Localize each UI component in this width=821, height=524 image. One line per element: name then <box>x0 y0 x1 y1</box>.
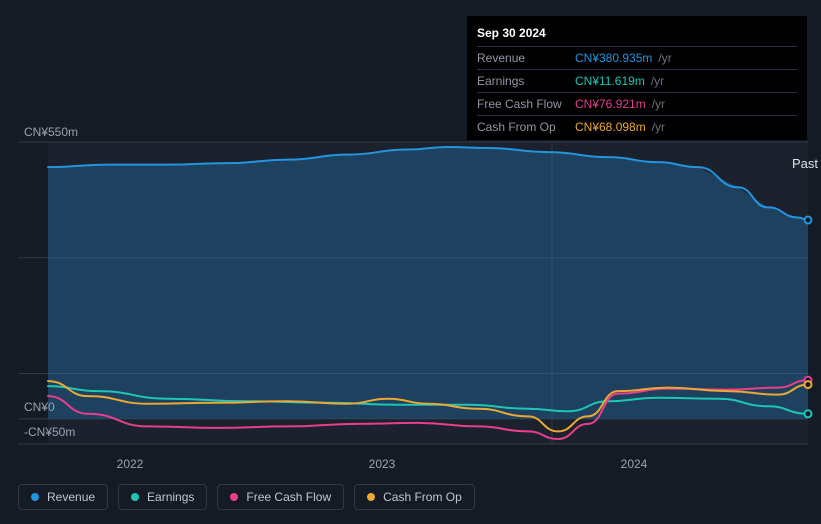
legend-label: Earnings <box>147 490 194 504</box>
legend: Revenue Earnings Free Cash Flow Cash From O… <box>18 484 475 510</box>
y-axis-label: CN¥0 <box>24 400 55 414</box>
tooltip-row-label: Free Cash Flow <box>477 97 569 111</box>
x-axis-label: 2024 <box>621 457 648 471</box>
tooltip-row-value: CN¥11.619m <box>575 74 645 88</box>
y-axis-label: -CN¥50m <box>24 425 75 439</box>
tooltip-row: Cash From Op CN¥68.098m/yr <box>477 115 797 138</box>
tooltip-row: Earnings CN¥11.619m/yr <box>477 69 797 92</box>
legend-label: Revenue <box>47 490 95 504</box>
legend-item[interactable]: Cash From Op <box>354 484 475 510</box>
data-tooltip: Sep 30 2024 RevenueCN¥380.935m/yrEarning… <box>467 16 807 140</box>
tooltip-row-unit: /yr <box>658 51 671 65</box>
tooltip-row-unit: /yr <box>652 97 665 111</box>
tooltip-row-label: Earnings <box>477 74 569 88</box>
tooltip-row-value: CN¥68.098m <box>575 120 646 134</box>
tooltip-date: Sep 30 2024 <box>477 22 797 46</box>
tooltip-row-value: CN¥76.921m <box>575 97 646 111</box>
x-axis-label: 2022 <box>117 457 144 471</box>
legend-label: Cash From Op <box>383 490 462 504</box>
legend-label: Free Cash Flow <box>246 490 331 504</box>
tooltip-row-unit: /yr <box>652 120 665 134</box>
legend-dot <box>230 493 238 501</box>
y-axis-label: CN¥550m <box>24 125 78 139</box>
legend-dot <box>367 493 375 501</box>
past-label: Past <box>792 156 818 171</box>
tooltip-row-label: Revenue <box>477 51 569 65</box>
tooltip-row-label: Cash From Op <box>477 120 569 134</box>
x-axis-label: 2023 <box>369 457 396 471</box>
tooltip-row: Revenue CN¥380.935m/yr <box>477 46 797 69</box>
legend-item[interactable]: Earnings <box>118 484 207 510</box>
legend-dot <box>131 493 139 501</box>
legend-dot <box>31 493 39 501</box>
tooltip-row-unit: /yr <box>651 74 664 88</box>
tooltip-row-value: CN¥380.935m <box>575 51 652 65</box>
legend-item[interactable]: Revenue <box>18 484 108 510</box>
tooltip-row: Free Cash Flow CN¥76.921m/yr <box>477 92 797 115</box>
legend-item[interactable]: Free Cash Flow <box>217 484 344 510</box>
